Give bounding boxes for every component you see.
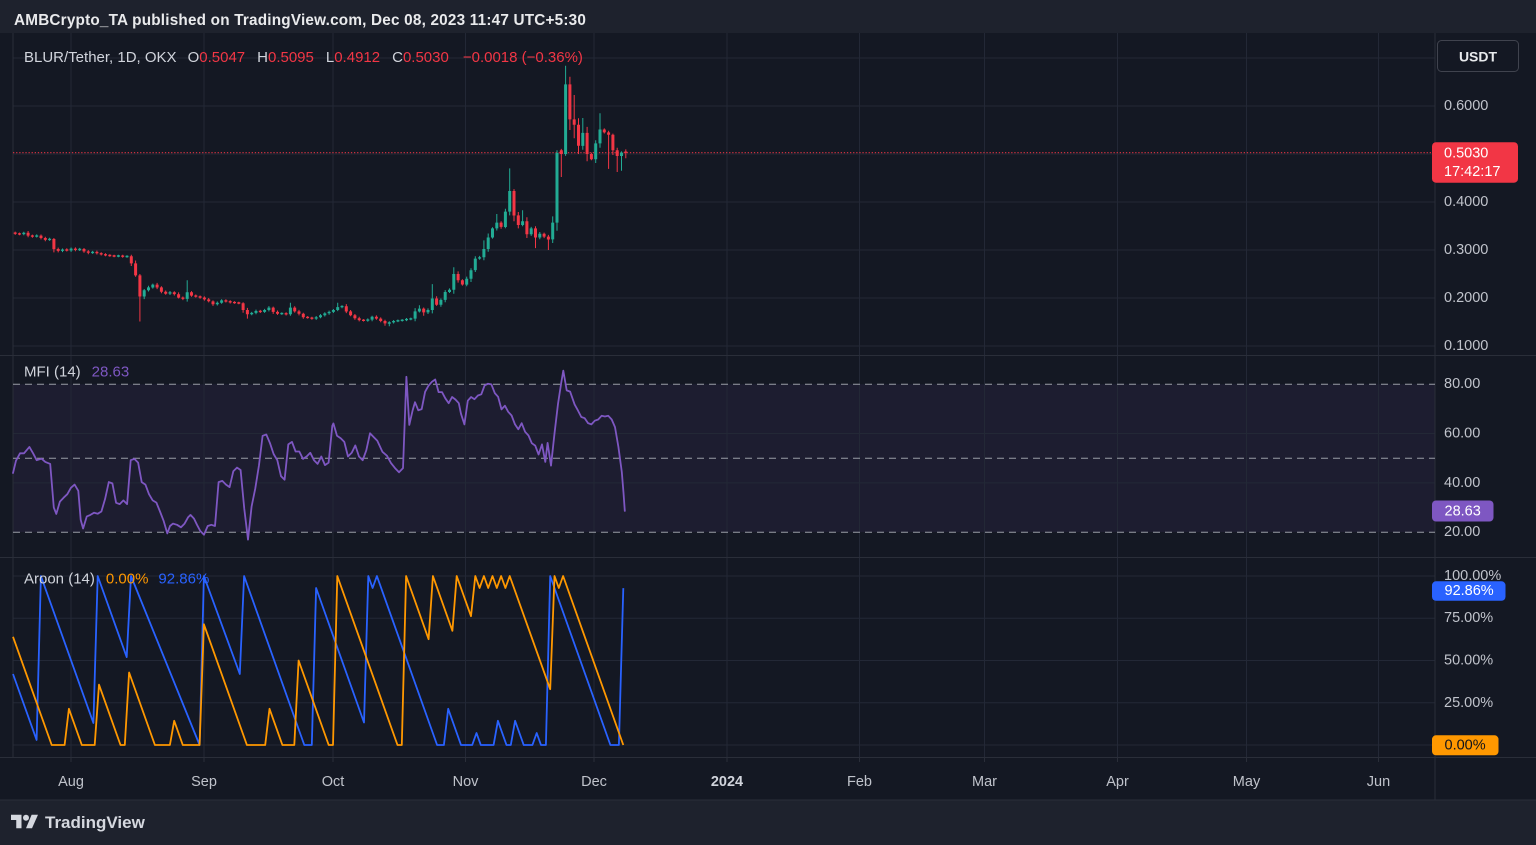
svg-text:May: May — [1233, 774, 1261, 790]
svg-text:0.6000: 0.6000 — [1444, 98, 1488, 114]
svg-text:Oct: Oct — [322, 774, 345, 790]
svg-text:0.00%: 0.00% — [1445, 738, 1486, 754]
svg-text:92.86%: 92.86% — [1445, 583, 1494, 599]
svg-text:0.3000: 0.3000 — [1444, 242, 1488, 258]
svg-text:40.00: 40.00 — [1444, 475, 1480, 491]
svg-text:TradingView: TradingView — [45, 813, 146, 832]
svg-text:USDT: USDT — [1459, 49, 1498, 65]
svg-text:0.4000: 0.4000 — [1444, 194, 1488, 210]
svg-text:17:42:17: 17:42:17 — [1444, 164, 1500, 180]
svg-text:25.00%: 25.00% — [1444, 695, 1493, 711]
svg-text:Jun: Jun — [1367, 774, 1390, 790]
svg-text:MFI (14)28.63: MFI (14) 28.63 — [24, 363, 129, 380]
svg-text:60.00: 60.00 — [1444, 426, 1480, 442]
svg-text:0.1000: 0.1000 — [1444, 338, 1488, 354]
svg-text:AMBCrypto_TA published on Trad: AMBCrypto_TA published on TradingView.co… — [14, 12, 586, 29]
svg-text:75.00%: 75.00% — [1444, 610, 1493, 626]
svg-text:100.00%: 100.00% — [1444, 568, 1501, 584]
svg-text:Apr: Apr — [1106, 774, 1129, 790]
svg-text:Nov: Nov — [453, 774, 480, 790]
svg-text:Mar: Mar — [972, 774, 997, 790]
svg-text:50.00%: 50.00% — [1444, 653, 1493, 669]
svg-text:28.63: 28.63 — [1445, 503, 1481, 519]
svg-text:2024: 2024 — [711, 774, 743, 790]
svg-text:Aug: Aug — [58, 774, 84, 790]
svg-text:0.5030: 0.5030 — [1444, 145, 1488, 161]
svg-text:Dec: Dec — [581, 774, 607, 790]
svg-text:Aroon (14)0.00%92.86%: Aroon (14) 0.00% 92.86% — [24, 570, 209, 587]
svg-text:Feb: Feb — [847, 774, 872, 790]
svg-text:20.00: 20.00 — [1444, 524, 1480, 540]
svg-text:Sep: Sep — [191, 774, 217, 790]
svg-text:80.00: 80.00 — [1444, 376, 1480, 392]
svg-text:0.2000: 0.2000 — [1444, 290, 1488, 306]
